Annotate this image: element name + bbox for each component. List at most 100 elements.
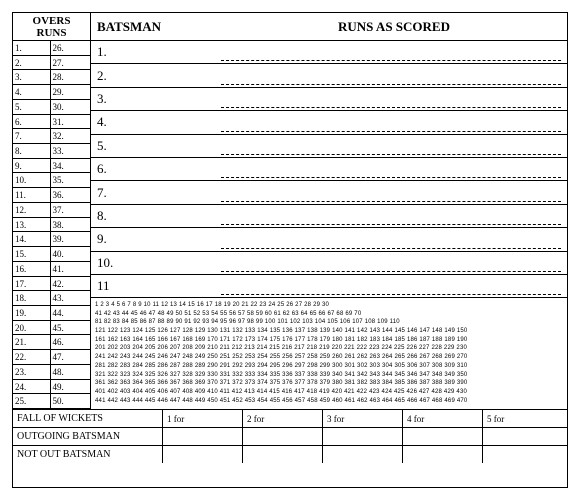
runs-dash-line xyxy=(221,60,561,61)
overs-header: OVERS RUNS xyxy=(13,13,90,41)
overs-right-num: 40. xyxy=(51,247,90,261)
overs-right-num: 27. xyxy=(51,56,90,70)
overs-row: 7.32. xyxy=(13,129,90,144)
batsman-header: BATSMAN xyxy=(91,19,221,35)
bottom-section: FALL OF WICKETS 1 for 2 for 3 for 4 for … xyxy=(13,409,567,487)
wicket-cell-2: 2 for xyxy=(243,410,323,427)
runs-dash-line xyxy=(221,107,561,108)
not-out-batsman-label: NOT OUT BATSMAN xyxy=(13,446,163,463)
overs-right-num: 48. xyxy=(51,365,90,379)
batsman-row: 6. xyxy=(91,158,567,181)
batsman-number: 9. xyxy=(91,231,221,247)
batsman-row: 1. xyxy=(91,41,567,64)
notout-cell-5 xyxy=(483,446,567,463)
overs-left-num: 4. xyxy=(13,85,51,99)
runs-dash-line xyxy=(221,224,561,225)
batsman-rows: 1.2.3.4.5.6.7.8.9.10.11 xyxy=(91,41,567,298)
batsman-row: 8. xyxy=(91,205,567,228)
batsman-number: 5. xyxy=(91,138,221,154)
overs-row: 9.34. xyxy=(13,159,90,174)
runs-grid-line: 241 242 243 244 245 246 247 248 249 250 … xyxy=(95,353,563,362)
overs-left-num: 23. xyxy=(13,365,51,379)
overs-header-line2: RUNS xyxy=(37,27,67,39)
runs-grid-line: 361 362 363 364 365 366 367 368 369 370 … xyxy=(95,379,563,388)
notout-cell-3 xyxy=(323,446,403,463)
overs-left-num: 7. xyxy=(13,129,51,143)
overs-row: 13.38. xyxy=(13,218,90,233)
overs-row: 4.29. xyxy=(13,85,90,100)
overs-left-num: 22. xyxy=(13,350,51,364)
score-sheet: OVERS RUNS 1.26.2.27.3.28.4.29.5.30.6.31… xyxy=(12,12,568,488)
wicket-cell-4: 4 for xyxy=(403,410,483,427)
overs-left-num: 16. xyxy=(13,262,51,276)
runs-dash-line xyxy=(221,248,561,249)
overs-right-num: 34. xyxy=(51,159,90,173)
overs-right-num: 44. xyxy=(51,306,90,320)
overs-right-num: 26. xyxy=(51,41,90,55)
wicket-cell-3: 3 for xyxy=(323,410,403,427)
notout-cell-2 xyxy=(243,446,323,463)
overs-right-num: 38. xyxy=(51,218,90,232)
batsman-row: 2. xyxy=(91,64,567,87)
runs-dash-line xyxy=(221,154,561,155)
overs-right-num: 31. xyxy=(51,115,90,129)
overs-row: 2.27. xyxy=(13,56,90,71)
overs-header-line1: OVERS xyxy=(33,15,71,27)
overs-row: 19.44. xyxy=(13,306,90,321)
runs-grid-line: 321 322 323 324 325 326 327 328 329 330 … xyxy=(95,371,563,380)
overs-right-num: 29. xyxy=(51,85,90,99)
overs-right-num: 43. xyxy=(51,291,90,305)
overs-left-num: 20. xyxy=(13,321,51,335)
runs-grid-line: 441 442 443 444 445 446 447 448 449 450 … xyxy=(95,397,563,406)
batsman-number: 4. xyxy=(91,114,221,130)
overs-row: 8.33. xyxy=(13,144,90,159)
batsman-number: 6. xyxy=(91,161,221,177)
overs-right-num: 35. xyxy=(51,173,90,187)
runs-grid-line: 401 402 403 404 405 406 407 408 409 410 … xyxy=(95,388,563,397)
overs-row: 24.49. xyxy=(13,380,90,395)
overs-row: 12.37. xyxy=(13,203,90,218)
overs-right-num: 46. xyxy=(51,335,90,349)
wicket-cell-5: 5 for xyxy=(483,410,567,427)
overs-right-num: 49. xyxy=(51,380,90,394)
outgoing-cell-4 xyxy=(403,428,483,445)
overs-right-num: 33. xyxy=(51,144,90,158)
overs-right-num: 50. xyxy=(51,394,90,408)
runs-dash-line xyxy=(221,271,561,272)
runs-dash-line xyxy=(221,177,561,178)
notout-cell-4 xyxy=(403,446,483,463)
overs-left-num: 6. xyxy=(13,115,51,129)
runs-dash-line xyxy=(221,84,561,85)
runs-dash-line xyxy=(221,294,561,295)
wicket-cell-1: 1 for xyxy=(163,410,243,427)
overs-left-num: 9. xyxy=(13,159,51,173)
overs-left-num: 5. xyxy=(13,100,51,114)
overs-row: 15.40. xyxy=(13,247,90,262)
overs-right-num: 47. xyxy=(51,350,90,364)
outgoing-cell-2 xyxy=(243,428,323,445)
overs-row: 5.30. xyxy=(13,100,90,115)
overs-left-num: 17. xyxy=(13,277,51,291)
batsman-row: 11 xyxy=(91,275,567,298)
batsman-row: 4. xyxy=(91,111,567,134)
runs-as-scored-header: RUNS AS SCORED xyxy=(221,19,567,35)
overs-row: 16.41. xyxy=(13,262,90,277)
overs-left-num: 25. xyxy=(13,394,51,408)
batsman-row: 10. xyxy=(91,252,567,275)
fall-of-wickets-row: FALL OF WICKETS 1 for 2 for 3 for 4 for … xyxy=(13,409,567,427)
outgoing-cell-1 xyxy=(163,428,243,445)
overs-right-num: 41. xyxy=(51,262,90,276)
overs-left-num: 15. xyxy=(13,247,51,261)
outgoing-batsman-label: OUTGOING BATSMAN xyxy=(13,428,163,445)
overs-left-num: 8. xyxy=(13,144,51,158)
overs-left-num: 21. xyxy=(13,335,51,349)
batsman-row: 9. xyxy=(91,228,567,251)
runs-dash-line xyxy=(221,131,561,132)
overs-left-num: 12. xyxy=(13,203,51,217)
overs-row: 22.47. xyxy=(13,350,90,365)
overs-row: 25.50. xyxy=(13,394,90,409)
not-out-batsman-row: NOT OUT BATSMAN xyxy=(13,445,567,463)
runs-grid-line: 201 202 203 204 205 206 207 208 209 210 … xyxy=(95,344,563,353)
overs-right-num: 37. xyxy=(51,203,90,217)
fall-of-wickets-label: FALL OF WICKETS xyxy=(13,410,163,427)
